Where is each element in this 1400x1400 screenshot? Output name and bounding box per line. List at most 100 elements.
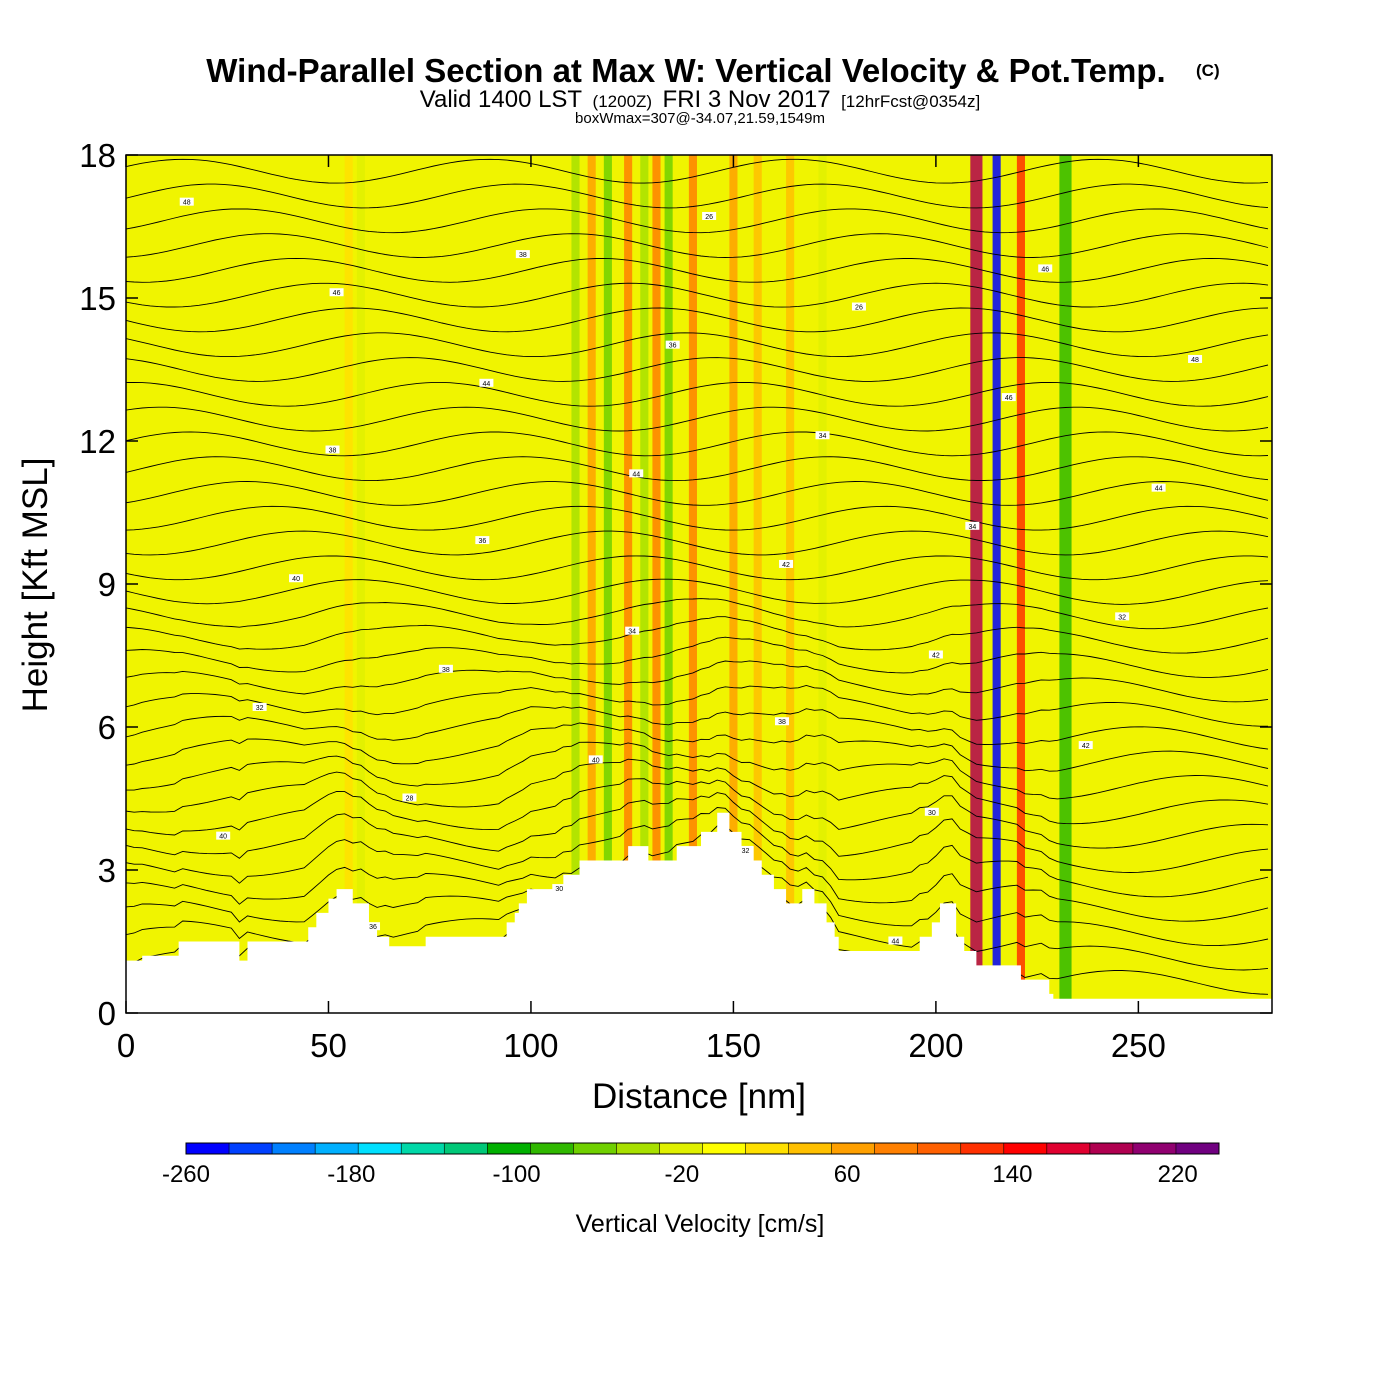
- isentrope-14: [126, 616, 1269, 654]
- isentrope-33: [126, 158, 1269, 184]
- contour-label-bg: [965, 521, 980, 530]
- colorbar-tick-label: -260: [162, 1161, 210, 1188]
- colorbar-swatch: [272, 1143, 316, 1154]
- isentrope-18: [126, 530, 1269, 556]
- contour-label: 42: [1082, 743, 1090, 750]
- colorbar-tick-label: -20: [664, 1161, 699, 1188]
- isentrope-11: [126, 685, 1268, 727]
- contour-label: 48: [1191, 357, 1199, 364]
- isentrope-27: [126, 307, 1269, 333]
- chart-subtitle: Valid 1400 LST (1200Z) FRI 3 Nov 2017 [1…: [420, 86, 980, 113]
- contour-label: 34: [628, 629, 636, 636]
- colorbar-swatch: [530, 1143, 574, 1154]
- contour-label-bg: [779, 559, 794, 568]
- isentrope-29: [126, 257, 1269, 283]
- isentrope-13: [126, 636, 1269, 678]
- colorbar-swatch: [788, 1143, 833, 1154]
- contour-label: 36: [478, 538, 486, 545]
- velocity-band-6: [640, 155, 649, 1013]
- colorbar-swatch: [358, 1143, 402, 1154]
- contour-label: 30: [928, 810, 936, 817]
- contour-label-bg: [1078, 741, 1093, 750]
- contour-label-bg: [325, 445, 340, 454]
- contour-label-bg: [515, 250, 530, 259]
- contour-label: 36: [669, 343, 677, 350]
- contour-label-bg: [928, 650, 943, 659]
- contour-label: 32: [1118, 614, 1126, 621]
- y-tick-label: 3: [98, 852, 116, 889]
- colorbar-swatch: [229, 1143, 273, 1154]
- velocity-band-4: [603, 155, 612, 1013]
- y-tick-label: 15: [79, 280, 116, 317]
- contour-label-bg: [438, 664, 453, 673]
- contour-label: 48: [183, 200, 191, 207]
- isentrope-28: [126, 282, 1269, 308]
- isentrope-31: [126, 208, 1269, 234]
- contour-label-bg: [402, 793, 417, 802]
- colorbar-tick-label: -100: [493, 1161, 541, 1188]
- contour-label: 44: [892, 939, 900, 946]
- isentrope-10: [126, 706, 1269, 750]
- y-tick-label: 12: [79, 423, 116, 460]
- contour-label-bg: [1151, 483, 1166, 492]
- colorbar-swatch: [1089, 1143, 1134, 1154]
- isentrope-30: [126, 233, 1269, 258]
- colorbar-swatch: [960, 1143, 1005, 1154]
- contour-label: 42: [782, 562, 790, 569]
- contour-label-bg: [665, 340, 680, 349]
- subtitle-valid: Valid 1400 LST: [420, 86, 583, 113]
- contour-label-bg: [1001, 393, 1016, 402]
- colorbar-swatch: [315, 1143, 359, 1154]
- isentrope-25: [126, 357, 1269, 382]
- contour-label-bg: [815, 431, 830, 440]
- colorbar-swatch: [616, 1143, 660, 1154]
- colorbar-swatch: [831, 1143, 876, 1154]
- contour-label: 44: [632, 471, 640, 478]
- velocity-band-5: [624, 155, 633, 1013]
- isentrope-32: [126, 183, 1269, 209]
- contour-label-bg: [888, 936, 903, 945]
- isentrope-19: [126, 505, 1269, 531]
- colorbar-swatch: [1132, 1143, 1177, 1154]
- isentrope-8: [126, 741, 1269, 800]
- colorbar-swatch: [444, 1143, 488, 1154]
- y-axis-label: Height [Kft MSL]: [16, 458, 55, 713]
- velocity-band-8: [664, 155, 673, 1013]
- contour-label-bg: [1038, 264, 1053, 273]
- contour-label-bg: [479, 378, 494, 387]
- isentrope-3: [126, 825, 1269, 922]
- title-mark: (C): [1196, 61, 1220, 80]
- velocity-band-13: [818, 155, 827, 1013]
- contour-label-bg: [738, 845, 753, 854]
- contour-label-bg: [366, 922, 381, 931]
- contour-label-bg: [629, 469, 644, 478]
- x-tick-label: 200: [908, 1027, 963, 1064]
- velocity-band-7: [652, 155, 661, 1013]
- x-tick-label: 50: [310, 1027, 347, 1064]
- velocity-band-15: [992, 155, 1001, 1013]
- contour-label: 32: [742, 848, 750, 855]
- contour-label: 38: [329, 448, 337, 455]
- contour-label-bg: [329, 288, 344, 297]
- contour-label: 36: [369, 924, 377, 931]
- contour-label: 32: [256, 705, 264, 712]
- velocity-band-3: [587, 155, 596, 1013]
- colorbar-tick-label: 140: [992, 1161, 1032, 1188]
- x-axis-label: Distance [nm]: [592, 1077, 806, 1116]
- isentrope-16: [126, 578, 1269, 605]
- velocity-band-1: [356, 155, 365, 1013]
- contour-label: 42: [932, 653, 940, 660]
- x-tick-label: 100: [503, 1027, 558, 1064]
- colorbar-swatch: [745, 1143, 790, 1154]
- isentrope-4: [126, 807, 1269, 898]
- contour-label: 38: [442, 667, 450, 674]
- y-tick-label: 0: [98, 995, 116, 1032]
- contour-label: 44: [1155, 486, 1163, 493]
- contour-label: 26: [705, 214, 713, 221]
- terrain-mask: [126, 812, 1272, 1013]
- colorbar-swatch: [1003, 1143, 1048, 1154]
- contour-label: 26: [855, 305, 863, 312]
- x-tick-label: 0: [117, 1027, 135, 1064]
- contour-label: 46: [1005, 395, 1013, 402]
- velocity-band-14: [970, 155, 983, 1013]
